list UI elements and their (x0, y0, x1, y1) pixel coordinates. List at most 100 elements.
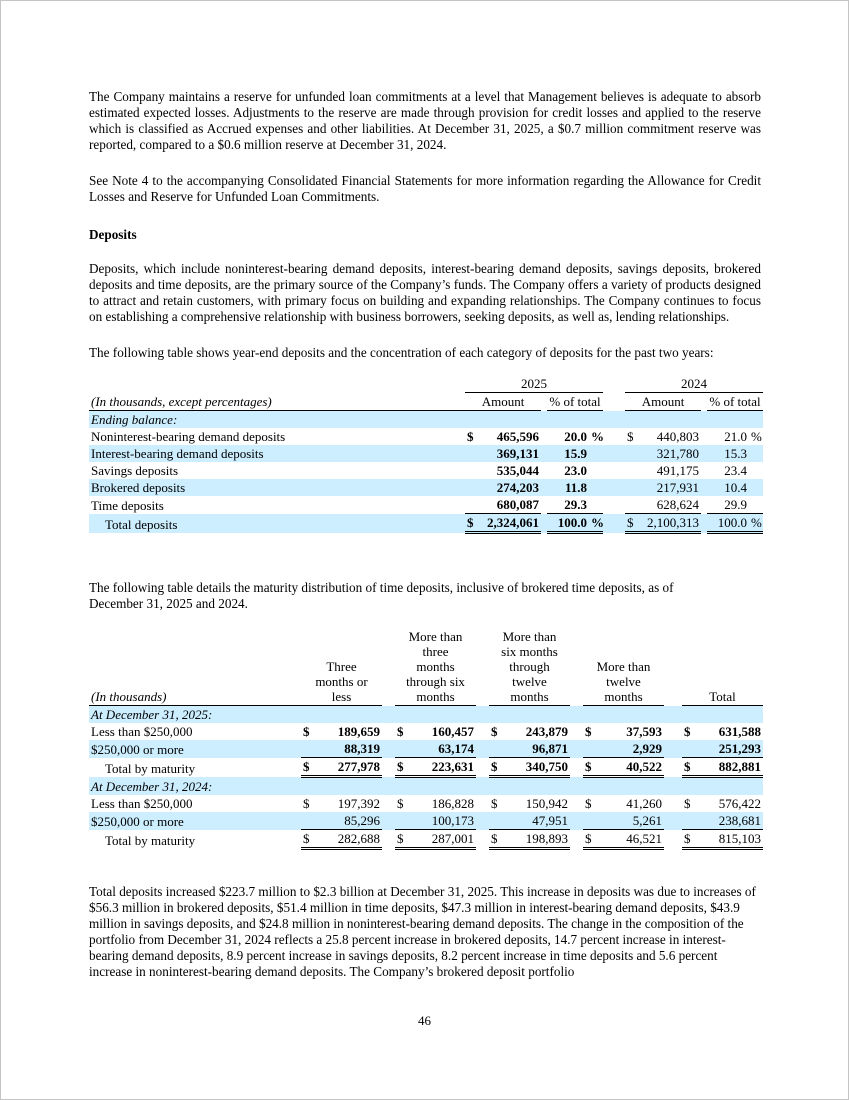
usd-sign: $ (467, 429, 474, 444)
amount-2025-header: Amount (465, 392, 541, 411)
pct-2024: 100.0 (707, 513, 749, 534)
usd-sign: $ (684, 724, 691, 739)
amount-2025: 2,324,061 (481, 513, 541, 534)
table-row-savings: Savings deposits 535,044 23.0 491,175 23… (89, 462, 763, 479)
amount: 198,893 (504, 829, 570, 850)
table1-note: (In thousands, except percentages) (89, 392, 465, 411)
amount-2024: 628,624 (641, 496, 701, 514)
paragraph-unfunded-reserve: The Company maintains a reserve for unfu… (89, 89, 761, 152)
total-by-maturity-row-2025: Total by maturity $ 277,978 $ 223,631 $ … (89, 757, 764, 778)
usd-sign: $ (397, 796, 404, 811)
row-label: Total by maturity (105, 760, 196, 776)
usd-sign: $ (682, 757, 698, 778)
amount-2024: 491,175 (656, 463, 699, 478)
amount: 96,871 (504, 740, 570, 758)
table-row-noninterest-bearing: Noninterest-bearing demand deposits $ 46… (89, 428, 763, 445)
row-label: Total by maturity (105, 832, 196, 848)
amount-2024: 2,100,313 (641, 513, 701, 534)
pct-2025: 23.0 (564, 463, 587, 478)
paragraph-closing: Total deposits increased $223.7 million … (89, 884, 756, 979)
usd-sign: $ (395, 757, 410, 778)
page-number: 46 (418, 1013, 431, 1028)
amount: 238,681 (697, 812, 764, 830)
pct-2025: 100.0 (547, 513, 589, 534)
deposits-concentration-table: 2025 2024 (In thousands, except percenta… (89, 375, 763, 534)
pct-2025: 29.3 (547, 496, 589, 514)
amount: 576,422 (718, 796, 762, 811)
column-header-row: (In thousands, except percentages) Amoun… (89, 392, 763, 411)
pct-2024: 10.4 (724, 480, 747, 495)
usd-sign: $ (583, 829, 598, 850)
pct-2024: 29.9 (707, 496, 749, 514)
section-label: Ending balance: (91, 412, 178, 427)
maturity-header-row: (In thousands) Three months or less More… (89, 628, 764, 706)
pct-2024: 21.0 (724, 429, 747, 444)
header-six-to-twelve-months: More than six months through twelve mont… (489, 628, 570, 706)
table2-note: (In thousands) (89, 628, 301, 706)
row-label: Time deposits (91, 497, 164, 513)
amount: 85,296 (316, 812, 382, 830)
amount: 223,631 (410, 757, 476, 778)
amount-2025: 465,596 (496, 429, 539, 444)
header-more-than-twelve-months: More than twelve months (583, 628, 665, 706)
usd-sign: $ (583, 757, 598, 778)
header-total: Total (682, 628, 764, 706)
paragraph-deposits-intro: Deposits, which include noninterest-bear… (89, 261, 761, 324)
usd-sign: $ (395, 829, 410, 850)
amount: 189,659 (337, 724, 380, 739)
section-label: At December 31, 2024: (91, 779, 213, 794)
pct-2025: 20.0 (564, 429, 587, 444)
total-by-maturity-row-2024: Total by maturity $ 282,688 $ 287,001 $ … (89, 829, 764, 850)
header-three-to-six-months: More than three months through six month… (395, 628, 476, 706)
usd-sign: $ (684, 796, 691, 811)
amount: 287,001 (410, 829, 476, 850)
usd-sign: $ (301, 829, 316, 850)
table-row-less-than-250k-2024: Less than $250,000 $ 197,392 $ 186,828 $… (89, 795, 763, 812)
table-row-less-than-250k-2025: Less than $250,000 $ 189,659 $ 160,457 $… (89, 723, 763, 740)
amount: 150,942 (525, 796, 568, 811)
section-row-2024: At December 31, 2024: (89, 776, 764, 795)
amount: 277,978 (316, 757, 382, 778)
amount-2024: 217,931 (656, 480, 699, 495)
amount: 46,521 (598, 829, 665, 850)
amount: 41,260 (626, 796, 663, 811)
amount: 40,522 (598, 757, 665, 778)
usd-sign: $ (303, 724, 310, 739)
time-deposit-maturity-table: (In thousands) Three months or less More… (89, 628, 764, 850)
paragraph-table2-intro: The following table details the maturity… (89, 580, 674, 611)
usd-sign: $ (303, 796, 310, 811)
amount: 340,750 (504, 757, 570, 778)
amount: 815,103 (697, 829, 764, 850)
year-header-row: 2025 2024 (89, 375, 763, 393)
usd-sign: $ (491, 796, 498, 811)
amount: 2,929 (598, 740, 665, 758)
amount: 631,588 (718, 724, 762, 739)
row-label: Brokered deposits (91, 480, 186, 495)
total-deposits-row: Total deposits $ 2,324,061 100.0 % $ 2,1… (89, 513, 763, 534)
amount: 197,392 (337, 796, 380, 811)
header-three-months-or-less: Three months or less (301, 628, 382, 706)
usd-sign: $ (489, 757, 504, 778)
amount-2025: 680,087 (481, 496, 541, 514)
amount: 282,688 (316, 829, 382, 850)
amount: 5,261 (598, 812, 665, 830)
pct-2025-header: % of total (547, 392, 603, 411)
usd-sign: $ (489, 829, 504, 850)
amount: 100,173 (410, 812, 476, 830)
section-row-ending-balance: Ending balance: (89, 410, 763, 428)
section-row-2025: At December 31, 2025: (89, 705, 764, 723)
row-label: Savings deposits (91, 463, 179, 478)
row-label: Interest-bearing demand deposits (91, 446, 264, 461)
amount: 88,319 (316, 740, 382, 758)
usd-sign: $ (585, 724, 592, 739)
amount: 47,951 (504, 812, 570, 830)
amount: 186,828 (431, 796, 474, 811)
pct-2024-header: % of total (707, 392, 763, 411)
table-row-time-deposits: Time deposits 680,087 29.3 628,624 29.9 (89, 496, 763, 514)
pct-2024: 23.4 (724, 463, 747, 478)
amount-2025: 274,203 (496, 480, 539, 495)
usd-sign: $ (682, 829, 698, 850)
table-row-interest-bearing: Interest-bearing demand deposits 369,131… (89, 445, 763, 462)
amount-2024: 321,780 (656, 446, 699, 461)
amount: 37,593 (626, 724, 663, 739)
